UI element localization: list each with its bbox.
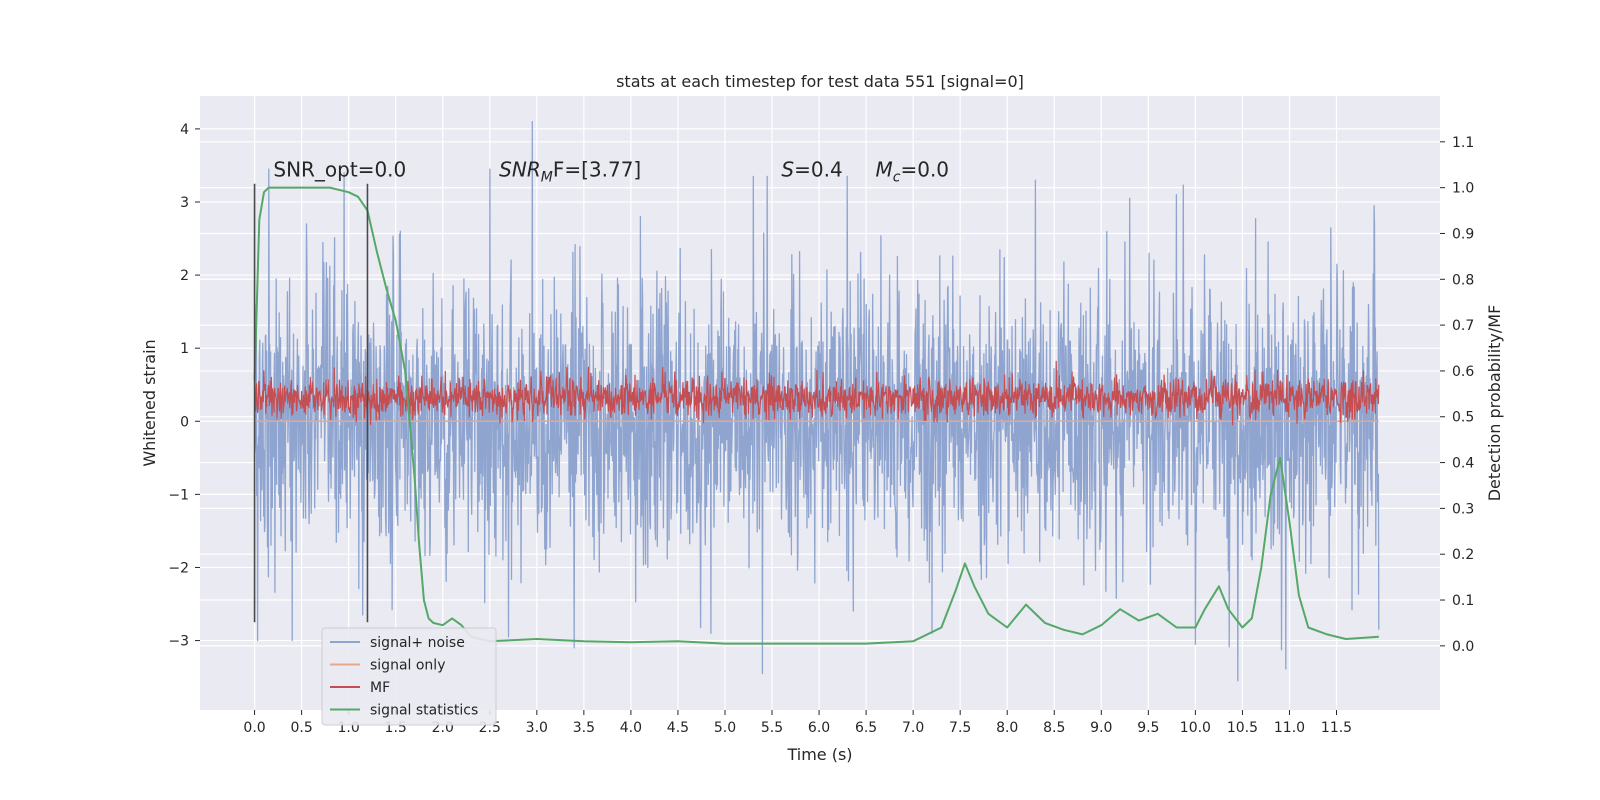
x-tick-label: 5.5 [761, 720, 783, 736]
annotation-symbol: SNR [499, 157, 541, 181]
y2-tick-label: 0.5 [1452, 410, 1474, 426]
y-tick-label: 3 [180, 195, 189, 211]
y2-axis-label: Detection probability/MF [1485, 305, 1504, 502]
x-axis-label: Time (s) [786, 745, 852, 764]
x-tick-label: 9.5 [1137, 720, 1159, 736]
annotation-subscript: M [541, 169, 553, 185]
y2-tick-label: 0.1 [1452, 593, 1474, 609]
y2-tick-label: 0.9 [1452, 226, 1474, 242]
y2-tick-label: 0.6 [1452, 364, 1474, 380]
y-tick-label: −3 [168, 634, 189, 650]
x-tick-label: 0.0 [243, 720, 265, 736]
annotation-1: SNRMF=[3.77] [499, 157, 641, 185]
chart-title: stats at each timestep for test data 551… [616, 72, 1024, 91]
annotation-symbol: S [781, 157, 794, 181]
annotations: SNR_opt=0.0 SNRMF=[3.77] S=0.4 Mc=0.0 [273, 157, 949, 185]
series-layer [253, 120, 1380, 682]
x-tick-label: 9.0 [1090, 720, 1112, 736]
annotation-symbol: M [876, 157, 893, 181]
y-axis-label: Whitened strain [140, 339, 159, 466]
y2-tick-label: 0.2 [1452, 547, 1474, 563]
legend-label: MF [370, 680, 390, 696]
y-tick-label: 1 [180, 341, 189, 357]
x-tick-label: 7.5 [949, 720, 971, 736]
y-tick-label: −1 [168, 487, 189, 503]
mf-series [254, 360, 1380, 426]
annotation-value: F=[3.77] [553, 157, 641, 181]
annotation-value: =0.0 [900, 157, 949, 181]
x-tick-label: 8.5 [1043, 720, 1065, 736]
legend-box [321, 627, 497, 726]
legend-label: signal statistics [370, 703, 478, 719]
y2-tick-label: 0.7 [1452, 318, 1474, 334]
y2-tick-label: 0.0 [1452, 639, 1474, 655]
x-tick-label: 10.5 [1227, 720, 1258, 736]
y2-tick-label: 0.8 [1452, 272, 1474, 288]
y2-tick-label: 0.4 [1452, 456, 1474, 472]
annotation-3: Mc=0.0 [876, 157, 950, 185]
legend: signal+ noise signal only MF signal statist… [321, 627, 497, 726]
x-tick-label: 4.0 [620, 720, 642, 736]
x-tick-label: 8.0 [996, 720, 1018, 736]
annotation-0: SNR_opt=0.0 [273, 157, 406, 181]
annotation-text: SNR_opt=0.0 [273, 157, 406, 181]
x-tick-label: 11.0 [1274, 720, 1305, 736]
annotation-subscript: c [893, 169, 901, 185]
signal-noise-series [253, 120, 1380, 682]
ticks: 0.0 0.5 1.0 1.5 2.0 2.5 3.0 3.5 4.0 4.5 5.0 5.5 6.0 6… [168, 122, 1474, 736]
y-tick-label: 2 [180, 268, 189, 284]
y-tick-label: 4 [180, 122, 189, 138]
vertical-markers [253, 183, 369, 623]
x-tick-label: 3.5 [573, 720, 595, 736]
x-tick-label: 10.0 [1180, 720, 1211, 736]
y-tick-label: 0 [180, 414, 189, 430]
annotation-value: =0.4 [794, 157, 843, 181]
x-tick-label: 3.0 [526, 720, 548, 736]
signal-statistics-series [253, 186, 1379, 645]
annotation-2: S=0.4 [781, 157, 842, 181]
x-tick-label: 6.5 [855, 720, 877, 736]
legend-label: signal+ noise [370, 635, 465, 651]
y2-tick-label: 0.3 [1452, 501, 1474, 517]
x-tick-label: 4.5 [667, 720, 689, 736]
x-tick-label: 11.5 [1321, 720, 1352, 736]
legend-label: signal only [370, 658, 445, 674]
y2-tick-label: 1.1 [1452, 135, 1474, 151]
x-tick-label: 5.0 [714, 720, 736, 736]
x-tick-label: 6.0 [808, 720, 830, 736]
x-tick-label: 7.0 [902, 720, 924, 736]
y2-tick-label: 1.0 [1452, 181, 1474, 197]
x-tick-label: 0.5 [290, 720, 312, 736]
y-tick-label: −2 [168, 560, 189, 576]
